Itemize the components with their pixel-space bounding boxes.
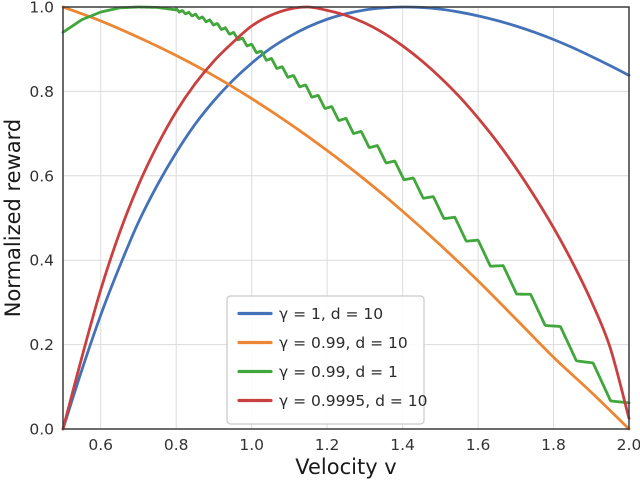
legend-box (226, 295, 425, 425)
legend-label: γ = 1, d = 10 (279, 305, 383, 323)
plot-border (62, 6, 630, 430)
legend: γ = 1, d = 10 γ = 0.99, d = 10 γ = 0.99, d… (226, 295, 428, 425)
y-tick-label: 0.2 (29, 336, 54, 354)
y-tick-label: 1.0 (29, 0, 54, 17)
legend-label: γ = 0.99, d = 10 (279, 334, 408, 352)
legend-label: γ = 0.9995, d = 10 (279, 392, 428, 410)
series-line (61, 5, 631, 431)
y-axis-label: Normalized reward (1, 119, 25, 318)
x-tick-label: 1.4 (390, 436, 415, 454)
x-axis-label: Velocity v (295, 455, 396, 479)
x-tick-labels: 0.6 0.8 1.0 1.2 1.4 1.6 1.8 2.0 (88, 436, 640, 454)
y-tick-labels: 0.0 0.2 0.4 0.6 0.8 1.0 (29, 0, 54, 439)
series-line (61, 5, 631, 431)
x-tick-label: 0.8 (164, 436, 189, 454)
series-line (61, 5, 631, 431)
x-tick-label: 1.8 (541, 436, 566, 454)
x-tick-label: 1.0 (239, 436, 264, 454)
x-tick-label: 1.6 (466, 436, 491, 454)
y-tick-label: 0.0 (29, 421, 54, 439)
x-tick-label: 0.6 (88, 436, 113, 454)
y-tick-label: 0.4 (29, 252, 54, 270)
y-tick-label: 0.8 (29, 83, 54, 101)
x-tick-label: 2.0 (617, 436, 640, 454)
x-tick-label: 1.2 (315, 436, 340, 454)
legend-label: γ = 0.99, d = 1 (279, 363, 398, 381)
y-tick-label: 0.6 (29, 167, 54, 185)
